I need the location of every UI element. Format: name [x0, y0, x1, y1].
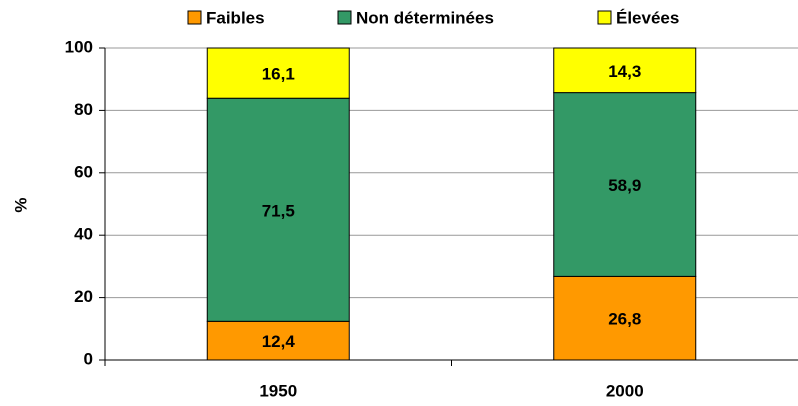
- legend-swatch: [597, 10, 612, 25]
- legend-label: Élevées: [616, 8, 679, 27]
- value-label: 16,1: [262, 65, 295, 84]
- y-tick-label: 0: [84, 349, 93, 368]
- bar-segment: [206, 47, 350, 99]
- bar-segment: [553, 47, 697, 94]
- y-tick-label: 20: [74, 287, 93, 306]
- bar-segment: [553, 275, 697, 361]
- y-tick-label: 100: [65, 37, 93, 56]
- y-axis-label: %: [11, 197, 30, 212]
- y-tick-label: 40: [74, 225, 93, 244]
- legend-label: Faibles: [206, 8, 265, 27]
- bar-segment: [206, 97, 350, 322]
- value-label: 58,9: [608, 176, 641, 195]
- value-label: 12,4: [262, 332, 296, 351]
- value-label: 26,8: [608, 310, 641, 329]
- y-tick-label: 80: [74, 100, 93, 119]
- x-tick-label: 2000: [606, 381, 644, 400]
- bar-segment: [206, 320, 350, 361]
- bar-segment: [553, 92, 697, 277]
- x-tick-label: 1950: [259, 381, 297, 400]
- value-label: 14,3: [608, 62, 641, 81]
- legend-swatch: [337, 10, 352, 25]
- legend-swatch: [187, 10, 202, 25]
- value-label: 71,5: [262, 201, 295, 220]
- legend-label: Non déterminées: [356, 8, 494, 27]
- y-tick-label: 60: [74, 162, 93, 181]
